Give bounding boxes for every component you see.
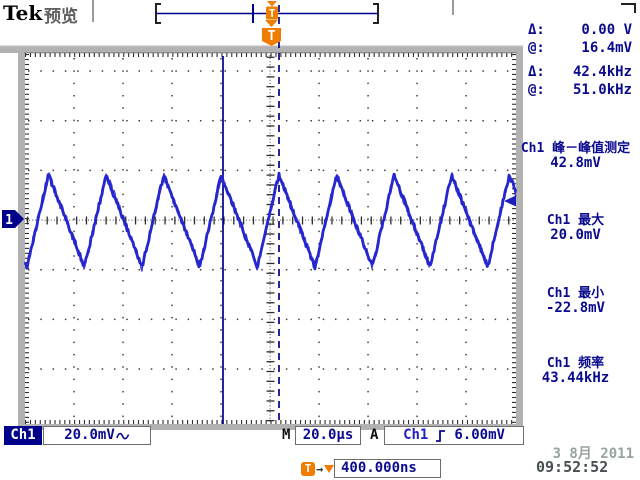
measurement-max: Ch1 最大 20.0mV	[511, 213, 640, 243]
cursor-delta-voltage-value: 0.00 V	[581, 22, 632, 38]
trigger-system-label: A	[370, 427, 379, 443]
date-readout: 3 8月 2011	[552, 446, 634, 462]
cursor-delta-voltage: Δ: 0.00 V	[528, 22, 632, 38]
arrow-right-icon: →	[316, 462, 324, 476]
measurement-label: Ch1 最大	[546, 213, 605, 228]
channel-badge: Ch1	[4, 426, 42, 445]
measurement-label: Ch1 频率	[546, 356, 605, 371]
cursor-at-frequency: @: 51.0kHz	[528, 82, 632, 98]
svg-text:1: 1	[5, 213, 13, 228]
timebase-readout: 20.0µs	[295, 426, 361, 445]
measurement-min: Ch1 最小 -22.8mV	[511, 286, 640, 316]
measurement-frequency: Ch1 频率 43.44kHz	[511, 356, 640, 386]
channel-scale-readout: 20.0mV	[43, 426, 151, 445]
trigger-level-value: 6.00mV	[454, 427, 505, 443]
measurement-value: 43.44kHz	[541, 370, 610, 386]
trigger-position-icon: T →	[301, 461, 335, 477]
measurement-label: Ch1 最小	[546, 286, 605, 301]
sine-wave-icon	[116, 432, 130, 439]
time-readout: 09:52:52	[536, 458, 609, 476]
measurement-value: -22.8mV	[545, 300, 605, 316]
brand-logo: Tek	[3, 1, 43, 25]
triangle-down-icon	[324, 465, 335, 473]
measurement-label: Ch1 峰－峰值测定	[520, 141, 631, 156]
acquisition-mode-label: 预览	[44, 7, 78, 27]
svg-text:T: T	[269, 7, 276, 20]
at-icon: @:	[528, 40, 545, 56]
measurement-peak-to-peak: Ch1 峰－峰值测定 42.8mV	[511, 141, 640, 171]
cursor-at-voltage: @: 16.4mV	[528, 40, 632, 56]
cursor-delta-frequency: Δ: 42.4kHz	[528, 64, 632, 80]
cursor-at-voltage-value: 16.4mV	[581, 40, 632, 56]
trigger-t-icon: T	[301, 462, 315, 476]
trigger-readout: Ch1 6.00mV	[384, 426, 524, 445]
trigger-source: Ch1	[403, 427, 429, 443]
delta-icon: Δ:	[528, 64, 545, 80]
delta-icon: Δ:	[528, 22, 545, 38]
measurement-value: 42.8mV	[550, 155, 601, 171]
channel-scale-value: 20.0mV	[64, 427, 115, 443]
cursor-at-frequency-value: 51.0kHz	[572, 82, 632, 98]
trigger-position-readout: 400.000ns	[334, 459, 441, 478]
measurement-value: 20.0mV	[550, 227, 601, 243]
timebase-label: M	[282, 427, 291, 443]
rising-edge-icon	[436, 430, 446, 442]
cursor-delta-frequency-value: 42.4kHz	[572, 64, 632, 80]
at-icon: @:	[528, 82, 545, 98]
corner-mark	[621, 3, 636, 13]
svg-text:T: T	[268, 29, 276, 44]
